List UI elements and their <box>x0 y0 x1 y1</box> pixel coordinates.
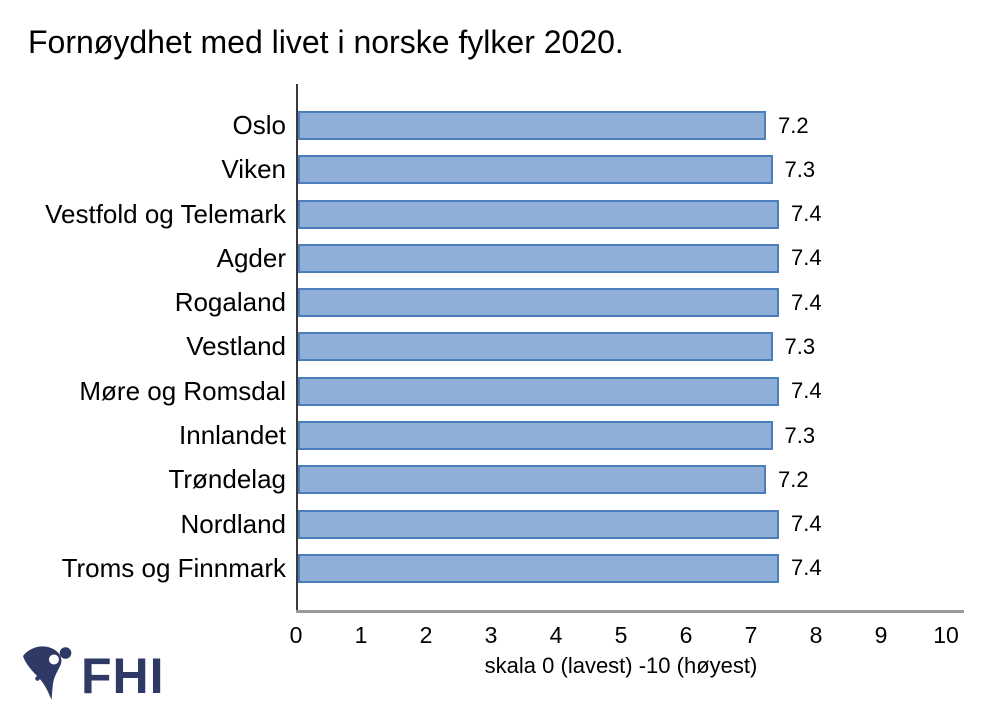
bar <box>298 199 779 229</box>
bar-row: Rogaland 7.4 <box>30 287 970 318</box>
bar-row: Troms og Finnmark 7.4 <box>30 552 970 583</box>
x-tick: 4 <box>549 622 563 648</box>
x-axis-label: skala 0 (lavest) -10 (høyest) <box>484 653 758 678</box>
bar-track: 7.4 <box>296 376 970 406</box>
bar-row: Vestfold og Telemark 7.4 <box>30 198 970 229</box>
category-label: Agder <box>216 242 286 273</box>
bar-row: Oslo 7.2 <box>30 110 970 140</box>
value-label: 7.4 <box>791 201 822 227</box>
x-tick: 1 <box>354 622 368 648</box>
category-label: Oslo <box>232 110 286 140</box>
x-tick: 8 <box>809 622 823 648</box>
bar <box>298 332 773 362</box>
bar-track: 7.3 <box>296 155 970 185</box>
category-label: Viken <box>221 154 286 185</box>
category-label: Innlandet <box>179 420 286 451</box>
bar-track: 7.4 <box>296 509 970 539</box>
bar-row: Agder 7.4 <box>30 242 970 273</box>
value-label: 7.2 <box>778 112 809 138</box>
value-label: 7.4 <box>791 245 822 271</box>
x-axis-ticks: 0 1 2 3 4 5 6 7 8 9 10 <box>290 622 959 650</box>
value-label: 7.4 <box>791 289 822 315</box>
value-label: 7.3 <box>784 422 816 448</box>
bar-track: 7.2 <box>296 465 970 495</box>
bar <box>298 111 766 140</box>
value-label: 7.4 <box>791 555 822 581</box>
bar-row: Viken 7.3 <box>30 154 970 185</box>
x-tick: 6 <box>679 622 693 648</box>
fhi-logo-text: FHI <box>81 648 165 704</box>
x-tick: 9 <box>874 622 888 648</box>
x-tick: 2 <box>419 622 433 648</box>
bar <box>298 465 766 495</box>
x-tick: 7 <box>744 622 758 648</box>
category-label: Trøndelag <box>168 464 286 495</box>
chart-title: Fornøydhet med livet i norske fylker 202… <box>28 24 624 60</box>
bar-track: 7.3 <box>296 421 970 451</box>
bar <box>298 155 773 185</box>
y-axis-line <box>296 84 298 610</box>
bar-track: 7.2 <box>296 111 970 140</box>
bar <box>298 288 779 318</box>
bar-row: Innlandet 7.3 <box>30 420 970 451</box>
bar-track: 7.4 <box>296 243 970 273</box>
bar-row: Trøndelag 7.2 <box>30 464 970 495</box>
bar-track: 7.4 <box>296 288 970 318</box>
bar <box>298 243 779 273</box>
x-tick: 3 <box>484 622 498 648</box>
value-label: 7.4 <box>791 511 822 537</box>
x-tick: 10 <box>933 622 959 648</box>
bar-track: 7.4 <box>296 553 970 583</box>
bar-track: 7.4 <box>296 199 970 229</box>
value-label: 7.2 <box>778 466 809 492</box>
value-label: 7.4 <box>791 378 822 404</box>
bar-rows: Oslo 7.2 Viken 7.3 Vestfold og Telemark … <box>30 84 970 610</box>
bar <box>298 553 779 583</box>
category-label: Vestland <box>186 331 286 362</box>
category-label: Rogaland <box>174 287 286 318</box>
bar-chart: Oslo 7.2 Viken 7.3 Vestfold og Telemark … <box>30 84 970 613</box>
fhi-logo-icon <box>23 646 72 700</box>
x-tick: 5 <box>614 622 628 648</box>
value-label: 7.3 <box>784 156 816 182</box>
category-label: Nordland <box>180 508 286 539</box>
category-label: Troms og Finnmark <box>61 552 286 583</box>
bar-row: Møre og Romsdal 7.4 <box>30 375 970 406</box>
bar-row: Vestland 7.3 <box>30 331 970 362</box>
bar-track: 7.3 <box>296 332 970 362</box>
x-tick: 0 <box>289 622 303 648</box>
bar <box>298 376 779 406</box>
x-axis-line <box>296 610 964 613</box>
category-label: Vestfold og Telemark <box>45 198 286 229</box>
bar-row: Nordland 7.4 <box>30 508 970 539</box>
category-label: Møre og Romsdal <box>79 375 286 406</box>
bar <box>298 509 779 539</box>
bar <box>298 421 773 451</box>
value-label: 7.3 <box>784 333 816 359</box>
fhi-logo: FHI <box>22 645 165 707</box>
